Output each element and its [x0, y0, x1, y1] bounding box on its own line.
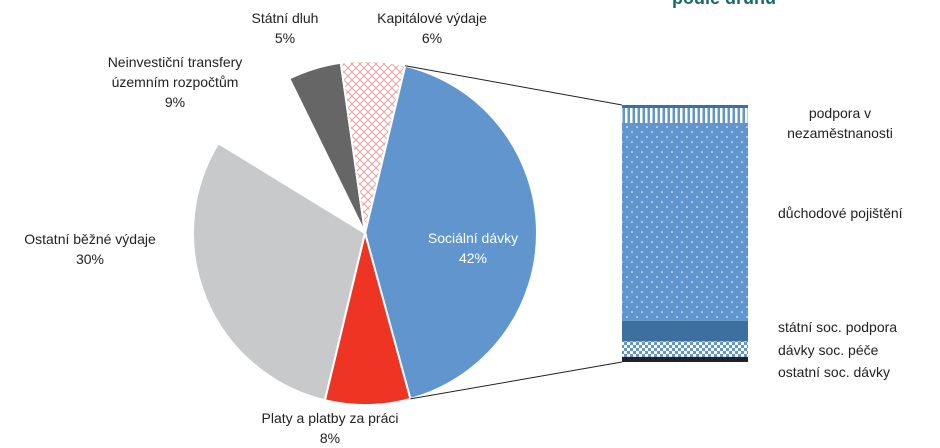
slice-label: Platy a platby za práci 8%: [220, 408, 440, 448]
connector: [405, 65, 623, 106]
slice-label: Neinvestiční transfery územním rozpočtům…: [85, 52, 265, 112]
slice-value: 5%: [274, 30, 296, 46]
slice-label: Ostatní běžné výdaje 30%: [0, 229, 185, 269]
bar-label: ostatní soc. dávky: [778, 364, 891, 380]
slice-value: 30%: [75, 251, 105, 267]
slice-value: 42%: [458, 250, 488, 266]
chart-title: podle druhu: [672, 0, 776, 9]
slice-value: 6%: [421, 30, 443, 46]
bar-segment: [622, 356, 748, 362]
slice-name: Platy a platby za práci: [261, 410, 399, 426]
slice-name: Neinvestiční transfery územním rozpočtům: [107, 54, 243, 90]
slice-value: 9%: [164, 94, 186, 110]
pie-slice: [339, 60, 407, 234]
bar-segment: [622, 105, 748, 123]
bar-segment: [622, 320, 748, 342]
slice-name: Sociální dávky: [427, 230, 519, 246]
bar-label: důchodové pojištění: [778, 205, 903, 221]
connector: [410, 361, 623, 400]
slice-name: Kapitálové výdaje: [377, 10, 487, 26]
bar-label: státní soc. podpora: [778, 319, 898, 335]
slice-label: Sociální dávky 42%: [413, 228, 533, 268]
slice-name: Státní dluh: [251, 10, 319, 26]
pie-slice: [216, 77, 368, 236]
slice-value: 8%: [319, 430, 341, 446]
bar-top-edge: [622, 105, 748, 108]
slice-label: Státní dluh 5%: [230, 8, 340, 48]
bar-label: dávky soc. péče: [778, 342, 879, 358]
bar-segment: [622, 122, 748, 321]
pie-slice: [363, 64, 538, 401]
slice-label: Kapitálové výdaje 6%: [352, 8, 512, 48]
bar-label: podpora v nezaměstnanosti: [787, 105, 893, 141]
slice-name: Ostatní běžné výdaje: [24, 231, 156, 247]
bar-segment: [622, 341, 748, 357]
